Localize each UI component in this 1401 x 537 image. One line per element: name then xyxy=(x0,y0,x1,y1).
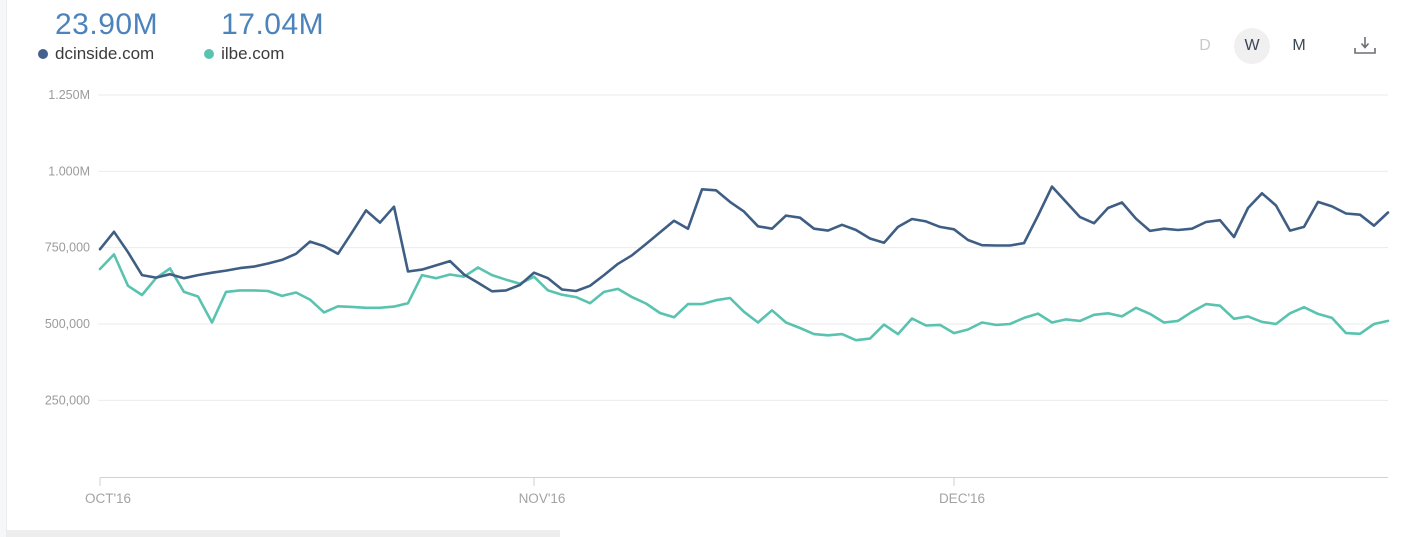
series-total-ilbe: 17.04M xyxy=(221,8,325,41)
legend-item-dcinside[interactable]: 23.90M dcinside.com xyxy=(38,8,158,64)
series-label-ilbe: ilbe.com xyxy=(221,44,285,63)
interval-monthly-button[interactable]: M xyxy=(1281,28,1317,64)
y-tick-label: 1.000M xyxy=(48,164,90,178)
bottom-edge-strip xyxy=(0,530,560,537)
x-tick-label: DEC'16 xyxy=(939,491,985,506)
x-tick-label: NOV'16 xyxy=(519,491,566,506)
y-tick-label: 750,000 xyxy=(45,241,90,255)
interval-daily-button[interactable]: D xyxy=(1187,28,1223,64)
legend-item-ilbe[interactable]: 17.04M ilbe.com xyxy=(204,8,324,64)
left-edge-strip xyxy=(0,0,7,537)
series-total-dcinside: 23.90M xyxy=(55,8,159,41)
series-label-dcinside: dcinside.com xyxy=(55,44,155,63)
series-line-ilbe-com xyxy=(98,253,1390,342)
y-tick-label: 250,000 xyxy=(45,393,90,407)
interval-controls: D W M xyxy=(1176,28,1377,64)
legend: 23.90M dcinside.com 17.04M ilbe.com xyxy=(38,8,324,64)
download-icon xyxy=(1354,37,1376,54)
series-dot-dcinside xyxy=(38,49,48,59)
interval-weekly-button[interactable]: W xyxy=(1234,28,1270,64)
y-tick-label: 1.250M xyxy=(48,88,90,102)
series-line-dcinside-com xyxy=(98,185,1390,293)
series-dot-ilbe xyxy=(204,49,215,59)
x-tick-label: OCT'16 xyxy=(85,491,131,506)
y-tick-label: 500,000 xyxy=(45,317,90,331)
download-button[interactable] xyxy=(1353,34,1377,58)
